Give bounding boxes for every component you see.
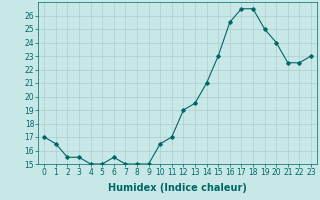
X-axis label: Humidex (Indice chaleur): Humidex (Indice chaleur) <box>108 183 247 193</box>
